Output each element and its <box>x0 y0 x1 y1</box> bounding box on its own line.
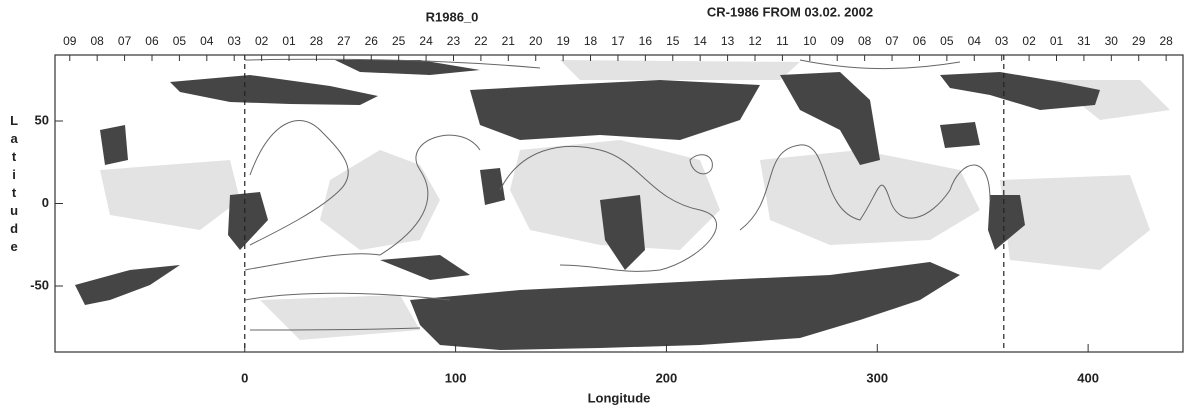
top-tick-label: 27 <box>337 34 351 48</box>
y-tick-label: 50 <box>35 112 49 127</box>
top-tick-label: 23 <box>447 34 461 48</box>
top-tick-label: 07 <box>885 34 899 48</box>
top-tick-label: 03 <box>228 34 242 48</box>
top-tick-label: 13 <box>721 34 735 48</box>
x-tick-label: 200 <box>656 370 678 385</box>
top-tick-label: 05 <box>940 34 954 48</box>
top-tick-label: 12 <box>748 34 762 48</box>
top-tick-label: 28 <box>1159 34 1173 48</box>
top-tick-label: 02 <box>1022 34 1036 48</box>
y-axis-label: Latitude <box>7 113 22 257</box>
top-tick-label: 06 <box>913 34 927 48</box>
top-tick-label: 21 <box>502 34 516 48</box>
top-tick-label: 04 <box>200 34 214 48</box>
y-tick-label: 0 <box>42 195 49 210</box>
top-tick-label: 16 <box>639 34 653 48</box>
top-tick-label: 19 <box>556 34 570 48</box>
top-tick-label: 01 <box>282 34 296 48</box>
top-tick-label: 14 <box>693 34 707 48</box>
top-tick-label: 25 <box>392 34 406 48</box>
top-tick-label: 02 <box>255 34 269 48</box>
top-tick-label: 09 <box>831 34 845 48</box>
top-tick-label: 05 <box>173 34 187 48</box>
x-tick-label: 0 <box>241 370 248 385</box>
top-tick-label: 29 <box>1132 34 1146 48</box>
top-tick-label: 17 <box>611 34 625 48</box>
contours <box>244 58 991 331</box>
top-tick-label: 15 <box>666 34 680 48</box>
chart-title: R1986_0 <box>426 9 479 24</box>
top-tick-label: 09 <box>63 34 77 48</box>
top-tick-label: 22 <box>474 34 488 48</box>
top-tick-label: 18 <box>584 34 598 48</box>
top-tick-label: 30 <box>1105 34 1119 48</box>
top-tick-label: 24 <box>419 34 433 48</box>
top-tick-label: 07 <box>118 34 132 48</box>
x-tick-label: 400 <box>1077 370 1099 385</box>
top-tick-label: 04 <box>968 34 982 48</box>
top-tick-label: 08 <box>858 34 872 48</box>
chart-subtitle: CR-1986 FROM 03.02. 2002 <box>707 4 873 19</box>
y-tick-label: -50 <box>30 277 49 292</box>
top-tick-label: 01 <box>1050 34 1064 48</box>
x-tick-label: 300 <box>866 370 888 385</box>
top-tick-label: 08 <box>90 34 104 48</box>
top-tick-label: 10 <box>803 34 817 48</box>
top-tick-label: 11 <box>776 34 789 48</box>
top-tick-label: 06 <box>145 34 159 48</box>
dark-regions <box>75 60 1100 350</box>
top-tick-label: 03 <box>995 34 1009 48</box>
top-tick-label: 26 <box>365 34 379 48</box>
x-tick-label: 100 <box>445 370 467 385</box>
top-tick-label: 31 <box>1077 34 1091 48</box>
top-tick-label: 20 <box>529 34 543 48</box>
top-tick-label: 28 <box>310 34 324 48</box>
x-axis-label: Longitude <box>588 390 651 405</box>
